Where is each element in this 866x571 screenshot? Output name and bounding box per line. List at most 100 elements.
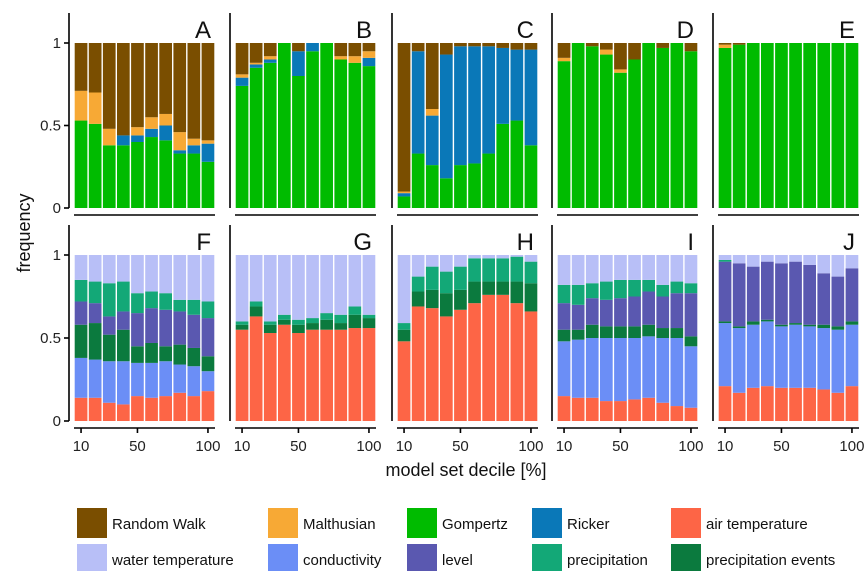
bar-segment-precipitation bbox=[571, 284, 585, 305]
bar-segment-level bbox=[642, 291, 655, 325]
bar-segment-level bbox=[817, 273, 831, 325]
bar-segment-conductivity bbox=[746, 324, 760, 388]
bar-segment-gompertz bbox=[614, 72, 627, 208]
bar-segment-gompertz bbox=[102, 145, 116, 208]
bar-segment-random-walk bbox=[348, 43, 362, 57]
bar-segment-level bbox=[201, 318, 215, 357]
bar-segment-conductivity bbox=[684, 346, 698, 408]
bar-segment-water-temperature bbox=[249, 255, 263, 302]
bar-segment-air-temperature bbox=[278, 324, 291, 421]
bar-segment-conductivity bbox=[173, 364, 187, 393]
bar-segment-conductivity bbox=[642, 336, 655, 398]
bar-segment-ricker bbox=[425, 115, 439, 166]
panel-label: D bbox=[677, 17, 694, 44]
bar-segment-ricker bbox=[292, 51, 305, 76]
bar-segment-level bbox=[88, 303, 102, 324]
bar-segment-gompertz bbox=[524, 145, 538, 208]
legend-swatch bbox=[407, 508, 437, 538]
bar-segment-precipitation-events bbox=[249, 306, 263, 317]
bar-segment-random-walk bbox=[131, 43, 144, 128]
bar-segment-random-walk bbox=[524, 43, 538, 50]
bar-segment-precipitation-events bbox=[320, 319, 333, 330]
bar-segment-random-walk bbox=[397, 43, 411, 192]
bar-segment-random-walk bbox=[425, 43, 439, 109]
bar-segment-air-temperature bbox=[263, 333, 277, 421]
bar-segment-precipitation bbox=[334, 314, 348, 324]
bar-segment-air-temperature bbox=[684, 407, 698, 421]
bar-segment-air-temperature bbox=[131, 396, 144, 421]
bar-segment-water-temperature bbox=[761, 255, 774, 262]
bar-segment-gompertz bbox=[684, 51, 698, 208]
bar-segment-gompertz bbox=[557, 61, 571, 209]
bar-segment-precipitation bbox=[306, 318, 319, 324]
panel-j: J 10 50 100 bbox=[712, 225, 864, 455]
bar-segment-water-temperature bbox=[817, 255, 831, 274]
bar-segment-precipitation-events bbox=[440, 293, 453, 317]
bar-segment-precipitation-events bbox=[454, 289, 467, 310]
bar-segment-malthusian bbox=[131, 127, 144, 136]
bar-segment-air-temperature bbox=[718, 386, 732, 421]
bar-segment-conductivity bbox=[761, 321, 774, 387]
legend-label: level bbox=[442, 552, 473, 569]
bar-segment-random-walk bbox=[411, 43, 425, 52]
bar-segment-precipitation bbox=[557, 284, 571, 304]
bar-segment-gompertz bbox=[348, 62, 362, 208]
bar-segment-air-temperature bbox=[628, 399, 641, 421]
panel-label: H bbox=[517, 229, 534, 256]
bar-segment-gompertz bbox=[817, 43, 831, 208]
bar-segment-ricker bbox=[482, 46, 495, 154]
bar-segment-level bbox=[173, 311, 187, 345]
bar-segment-water-temperature bbox=[173, 255, 187, 300]
bar-segment-precipitation bbox=[88, 281, 102, 304]
bar-segment-water-temperature bbox=[292, 255, 305, 320]
bar-segment-ricker bbox=[454, 46, 467, 166]
bar-segment-conductivity bbox=[159, 361, 172, 397]
bar-segment-water-temperature bbox=[454, 255, 467, 267]
bar-segment-precipitation bbox=[496, 258, 510, 282]
bar-segment-gompertz bbox=[789, 43, 802, 208]
legend-swatch bbox=[268, 508, 298, 538]
bar-segment-water-temperature bbox=[117, 255, 130, 282]
bar-segment-ricker bbox=[524, 49, 538, 146]
bar-segment-precipitation bbox=[614, 279, 627, 299]
legend-label: air temperature bbox=[706, 516, 808, 533]
bar-segment-precipitation bbox=[425, 266, 439, 290]
bar-segment-conductivity bbox=[117, 361, 130, 405]
bar-segment-water-temperature bbox=[585, 255, 599, 284]
bar-segment-precipitation-events bbox=[557, 329, 571, 342]
panel-h: H 10 50 100 bbox=[391, 225, 543, 455]
bar-segment-ricker bbox=[411, 51, 425, 154]
bar-segment-water-temperature bbox=[306, 255, 319, 319]
legend-label: Random Walk bbox=[112, 516, 206, 533]
bar-segment-water-temperature bbox=[789, 255, 802, 262]
bar-segment-precipitation bbox=[145, 291, 158, 309]
bar-segment-water-temperature bbox=[628, 255, 641, 280]
legend-label: conductivity bbox=[303, 552, 382, 569]
bar-segment-air-temperature bbox=[173, 392, 187, 421]
bar-segment-gompertz bbox=[585, 46, 599, 208]
bar-segment-random-walk bbox=[468, 43, 481, 47]
x-tick-label: 100 bbox=[356, 438, 381, 455]
bar-segment-water-temperature bbox=[131, 255, 144, 294]
bar-segment-air-temperature bbox=[496, 294, 510, 421]
bar-segment-level bbox=[614, 298, 627, 327]
bar-segment-air-temperature bbox=[524, 311, 538, 421]
bar-segment-random-walk bbox=[718, 43, 732, 45]
legend-item-conductivity: conductivity bbox=[268, 544, 382, 571]
bar-segment-precipitation bbox=[468, 258, 481, 282]
bar-segment-precipitation bbox=[510, 256, 524, 282]
bar-segment-gompertz bbox=[571, 43, 585, 208]
bar-segment-level bbox=[102, 316, 116, 335]
bar-segment-ricker bbox=[131, 135, 144, 142]
bar-segment-precipitation-events bbox=[585, 324, 599, 338]
bar-segment-conductivity bbox=[187, 366, 201, 397]
bar-segment-precipitation bbox=[585, 283, 599, 299]
bar-segment-malthusian bbox=[102, 128, 116, 146]
legend-item-malthusian: Malthusian bbox=[268, 508, 376, 538]
bar-segment-precipitation-events bbox=[411, 291, 425, 307]
legend-label: precipitation bbox=[567, 552, 648, 569]
bar-segment-conductivity bbox=[803, 326, 816, 388]
y-tick-label: 1 bbox=[53, 35, 61, 52]
bar-segment-gompertz bbox=[334, 59, 348, 208]
x-tick-label: 50 bbox=[452, 438, 469, 455]
